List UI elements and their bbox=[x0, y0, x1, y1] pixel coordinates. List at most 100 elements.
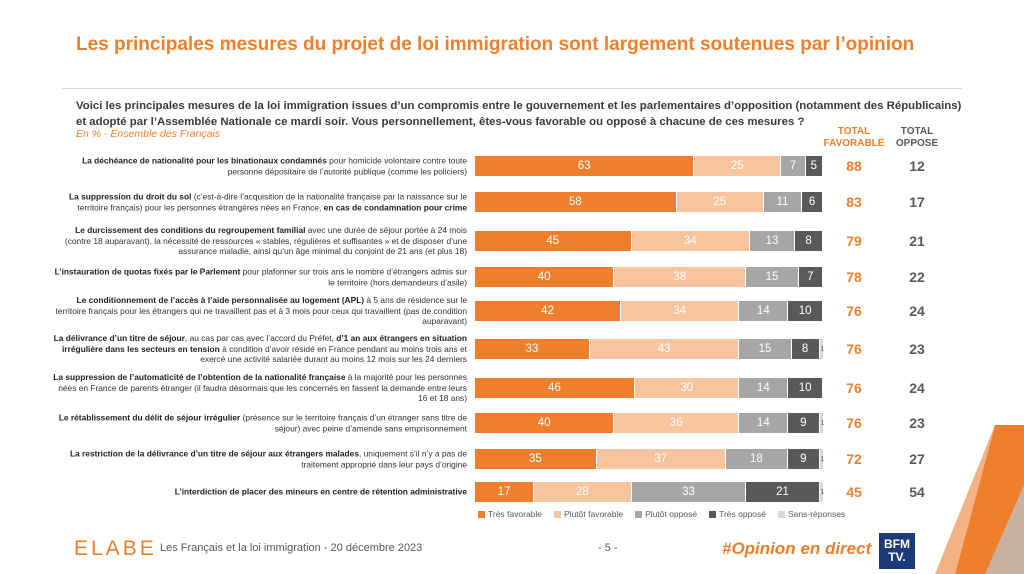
category-label-part: pour plafonner sur trois ans le nombre d… bbox=[240, 266, 467, 287]
total-favorable-value: 88 bbox=[846, 158, 862, 174]
bar-segment: 42 bbox=[475, 301, 622, 321]
bar-segment: 5 bbox=[805, 156, 823, 176]
legend-item: Très opposé bbox=[709, 509, 766, 519]
chart-row: La déchéance de nationalité pour les bin… bbox=[0, 150, 1024, 182]
total-favorable-value: 45 bbox=[846, 484, 862, 500]
bar-segment: 14 bbox=[739, 378, 789, 398]
bfmtv-logo-line2: TV. bbox=[888, 550, 906, 564]
total-favorable-value: 76 bbox=[846, 341, 862, 357]
category-label-part: à 5 ans de résidence sur le territoire f… bbox=[55, 295, 467, 327]
total-oppose-value: 23 bbox=[909, 415, 925, 431]
bar-segment: 1 bbox=[819, 339, 824, 359]
category-label-part: (présence sur le territoire français d’u… bbox=[240, 412, 467, 433]
total-oppose-header: TOTAL OPPOSE bbox=[895, 126, 939, 149]
base-note: En % - Ensemble des Français bbox=[76, 128, 221, 140]
category-label-part: L’interdiction de placer des mineurs en … bbox=[174, 486, 467, 497]
bar-segment: 25 bbox=[676, 192, 764, 212]
bar-segment: 36 bbox=[614, 413, 740, 433]
chart-row: Le conditionnement de l’accès à l’aide p… bbox=[0, 295, 1024, 327]
chart-row: Le durcissement des conditions du regrou… bbox=[0, 225, 1024, 257]
bar-segment: 45 bbox=[475, 231, 632, 251]
legend-item: Plutôt opposé bbox=[635, 509, 697, 519]
chart-row: La restriction de la délivrance d’un tit… bbox=[0, 443, 1024, 475]
chart-row: La suppression de l’automaticité de l’ob… bbox=[0, 372, 1024, 404]
category-label-part: La déchéance de nationalité pour les bin… bbox=[82, 155, 327, 166]
chart-row: La délivrance d’un titre de séjour, au c… bbox=[0, 333, 1024, 365]
category-label-part: à la majorité pour les personnes nées en… bbox=[58, 372, 467, 404]
chart-row: La suppression du droit du sol (c’est-à-… bbox=[0, 186, 1024, 218]
decorative-triangle-icon bbox=[935, 425, 1024, 574]
bar-segment: 37 bbox=[596, 449, 726, 469]
stacked-bar: 45 34 13 8 bbox=[475, 231, 823, 251]
legend-label: Très favorable bbox=[488, 509, 543, 519]
legend-label: Plutôt opposé bbox=[645, 509, 698, 519]
category-label: La suppression du droit du sol (c’est-à-… bbox=[47, 191, 467, 212]
bfmtv-logo: BFM TV. bbox=[879, 533, 915, 569]
total-oppose-value: 24 bbox=[909, 380, 925, 396]
footer-text: Les Français et la loi immigration - 20 … bbox=[160, 542, 423, 554]
total-oppose-value: 54 bbox=[909, 484, 925, 500]
question-text: Voici les principales mesures de la loi … bbox=[76, 100, 962, 128]
bar-segment: 14 bbox=[739, 301, 789, 321]
total-favorable-value: 76 bbox=[846, 380, 862, 396]
category-label-part: , au cas par cas avec l’accord du Préfet… bbox=[184, 333, 337, 344]
bar-segment: 8 bbox=[795, 231, 823, 251]
legend-label: Plutôt favorable bbox=[564, 509, 624, 519]
category-label-part: L’instauration de quotas fixés par le Pa… bbox=[54, 266, 241, 277]
bar-segment: 28 bbox=[534, 482, 632, 502]
bar-segment: 30 bbox=[635, 378, 740, 398]
bar-segment: 13 bbox=[749, 231, 796, 251]
total-oppose-value: 17 bbox=[909, 194, 925, 210]
stacked-bar: 46 30 14 10 bbox=[475, 378, 823, 398]
bar-segment: 43 bbox=[589, 339, 740, 359]
bar-segment: 1 bbox=[819, 482, 824, 502]
category-label-part: Le conditionnement de l’accès à l’aide p… bbox=[76, 295, 365, 306]
category-label-part: , uniquement s’il n’y a pas de traitemen… bbox=[301, 448, 467, 469]
bar-segment: 34 bbox=[621, 301, 740, 321]
bar-segment: 17 bbox=[475, 482, 535, 502]
stacked-bar: 35 37 18 9 1 bbox=[475, 449, 824, 469]
bar-segment: 33 bbox=[475, 339, 590, 359]
bar-segment: 14 bbox=[739, 413, 789, 433]
category-label-part: en cas de condamnation pour crime bbox=[323, 202, 467, 212]
category-label: La suppression de l’automaticité de l’ob… bbox=[47, 372, 467, 404]
total-favorable-value: 76 bbox=[846, 303, 862, 319]
bar-segment: 10 bbox=[788, 301, 823, 321]
category-label: L’interdiction de placer des mineurs en … bbox=[47, 487, 467, 498]
legend-swatch bbox=[554, 510, 562, 518]
page-number: - 5 - bbox=[598, 542, 618, 554]
elabe-logo: ELABE bbox=[74, 537, 157, 560]
category-label-part: La suppression du droit du sol bbox=[69, 191, 192, 202]
category-label: La déchéance de nationalité pour les bin… bbox=[47, 155, 467, 176]
bar-segment: 34 bbox=[631, 231, 750, 251]
category-label: L’instauration de quotas fixés par le Pa… bbox=[47, 266, 467, 287]
category-label-part: La restriction de la délivrance d’un tit… bbox=[69, 448, 359, 459]
category-label: La délivrance d’un titre de séjour, au c… bbox=[47, 333, 467, 365]
chart-row: L’instauration de quotas fixés par le Pa… bbox=[0, 261, 1024, 293]
category-label-part: d’1 an aux étrangers en situation irrégu… bbox=[61, 333, 467, 354]
total-oppose-value: 23 bbox=[909, 341, 925, 357]
hashtag: #Opinion en direct bbox=[722, 539, 872, 558]
bar-segment: 25 bbox=[694, 156, 782, 176]
legend-swatch bbox=[635, 510, 643, 518]
stacked-bar: 33 43 15 8 1 bbox=[475, 339, 824, 359]
stacked-bar: 40 38 15 7 bbox=[475, 267, 823, 287]
category-label-part: La suppression de l’automaticité de l’ob… bbox=[53, 372, 346, 383]
category-label-part: à condition d’avoir résidé en France pen… bbox=[200, 343, 467, 365]
legend-label: Sans-réponses bbox=[788, 509, 846, 519]
bar-segment: 9 bbox=[788, 413, 820, 433]
category-label: Le durcissement des conditions du regrou… bbox=[47, 225, 467, 257]
chart-legend: Très favorable Plutôt favorable Plutôt opp… bbox=[478, 509, 845, 519]
bar-segment: 15 bbox=[746, 267, 799, 287]
total-favorable-header: TOTAL FAVORABLE bbox=[823, 126, 885, 149]
total-oppose-value: 22 bbox=[909, 269, 925, 285]
category-label-part: Le rétablissement du délit de séjour irr… bbox=[58, 412, 241, 423]
stacked-bar: 58 25 11 6 bbox=[475, 192, 823, 212]
legend-swatch bbox=[478, 510, 485, 518]
bar-segment: 58 bbox=[475, 192, 677, 212]
legend-item: Très favorable bbox=[478, 509, 542, 519]
bar-segment: 63 bbox=[475, 156, 695, 176]
legend-swatch bbox=[778, 510, 786, 518]
bar-segment: 11 bbox=[763, 192, 803, 212]
legend-swatch bbox=[709, 510, 717, 518]
